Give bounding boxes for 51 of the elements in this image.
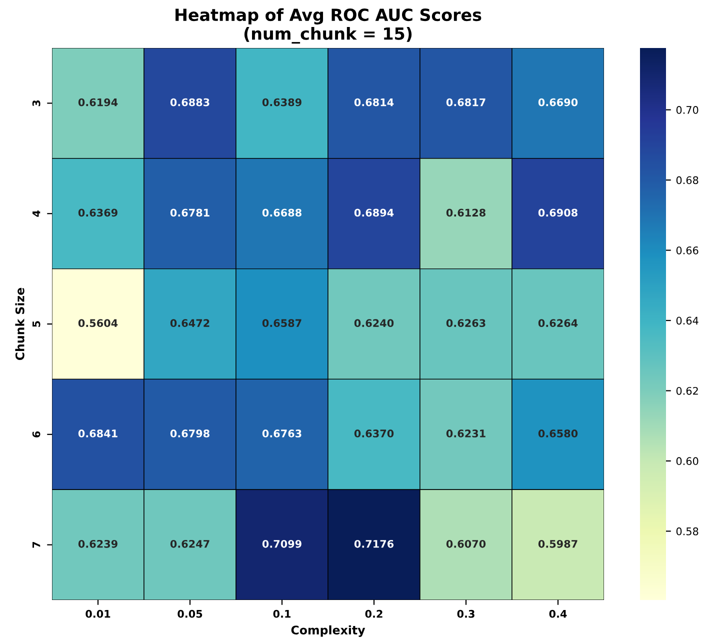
color-bar-label: 0.60 bbox=[676, 457, 698, 466]
color-bar-label: 0.64 bbox=[676, 316, 698, 325]
color-bar-label: 0.68 bbox=[676, 176, 698, 184]
data-label: 0.6369 bbox=[78, 208, 118, 217]
data-label: 0.6763 bbox=[262, 430, 302, 438]
data-label: 0.6231 bbox=[446, 430, 486, 438]
x-axis-title: Complexity bbox=[291, 625, 366, 637]
y-tick-label: 4 bbox=[32, 210, 40, 217]
data-label: 0.6239 bbox=[78, 540, 118, 548]
data-label: 0.6370 bbox=[354, 430, 394, 438]
x-tick-label: 0.01 bbox=[86, 610, 110, 618]
y-tick-label: 5 bbox=[32, 321, 40, 327]
data-label: 0.6817 bbox=[446, 98, 486, 106]
data-label: 0.6908 bbox=[538, 208, 578, 217]
x-tick-label: 0.2 bbox=[365, 610, 382, 618]
data-label: 0.6894 bbox=[354, 208, 394, 217]
y-tick-label: 3 bbox=[32, 100, 40, 106]
data-label: 0.6587 bbox=[262, 319, 302, 328]
x-tick-label: 0.4 bbox=[549, 610, 567, 618]
data-label: 0.5604 bbox=[78, 319, 118, 328]
y-tick-label: 7 bbox=[32, 542, 40, 548]
data-label: 0.5987 bbox=[538, 540, 578, 548]
data-label: 0.6841 bbox=[78, 430, 118, 438]
data-label: 0.6194 bbox=[78, 98, 118, 106]
data-label: 0.6688 bbox=[262, 208, 302, 217]
data-label: 0.6580 bbox=[538, 430, 578, 438]
chart-title: Heatmap of Avg ROC AUC Scores (num_chunk = 15) bbox=[176, 8, 482, 44]
x-tick-label: 0.3 bbox=[457, 610, 474, 618]
data-label: 0.7099 bbox=[262, 540, 302, 548]
data-label: 0.6472 bbox=[170, 319, 210, 328]
x-tick-label: 0.05 bbox=[178, 610, 202, 618]
data-label: 0.6781 bbox=[170, 208, 210, 217]
data-label: 0.6240 bbox=[354, 319, 394, 328]
color-bar-label: 0.66 bbox=[676, 246, 698, 254]
color-bar-label: 0.62 bbox=[676, 386, 698, 395]
data-label: 0.6070 bbox=[446, 540, 486, 548]
data-label: 0.6814 bbox=[354, 98, 394, 106]
data-label: 0.7176 bbox=[354, 540, 394, 548]
color-bar-label: 0.58 bbox=[676, 527, 698, 536]
data-label: 0.6247 bbox=[170, 540, 210, 548]
y-axis-title: Chunk Size bbox=[15, 288, 24, 360]
x-tick-label: 0.1 bbox=[273, 610, 291, 618]
data-label: 0.6128 bbox=[446, 208, 486, 217]
data-label: 0.6690 bbox=[538, 98, 578, 106]
data-label: 0.6389 bbox=[262, 98, 302, 106]
data-label: 0.6883 bbox=[170, 98, 210, 106]
data-label: 0.6263 bbox=[446, 319, 486, 328]
color-bar-label: 0.70 bbox=[676, 106, 698, 114]
y-tick-label: 6 bbox=[32, 431, 40, 438]
data-label: 0.6264 bbox=[538, 319, 578, 328]
data-label: 0.6798 bbox=[170, 430, 210, 438]
